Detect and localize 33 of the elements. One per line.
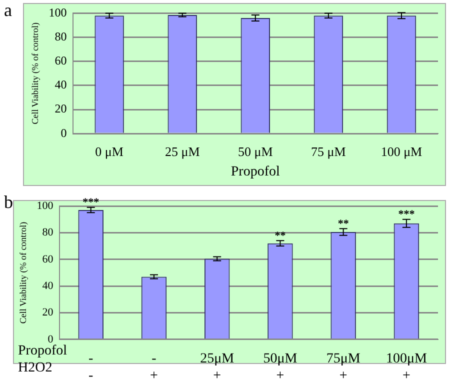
x-tick-label: 0 μM <box>95 144 124 159</box>
x-tick-label: - + <box>150 351 158 384</box>
y-tick-label: 40 <box>42 280 54 292</box>
annotation: *** <box>398 208 416 221</box>
y-tick-label: 100 <box>36 200 54 212</box>
x-tick-label: 75μM + <box>326 351 361 384</box>
y-tick-label: 0 <box>48 333 54 346</box>
x-axis-title: Propofol H2O2 <box>18 343 68 376</box>
annotation: *** <box>82 196 100 209</box>
y-tick-label: 100 <box>48 5 67 20</box>
x-tick-label: 50μM + <box>263 351 298 384</box>
annotation: ** <box>274 230 286 242</box>
x-tick-label: 100μM + <box>386 351 428 384</box>
y-tick-label: 60 <box>42 253 54 266</box>
x-axis-title: Propofol <box>230 164 280 180</box>
x-tick-label: 50 μM <box>238 144 274 159</box>
chart-title: a <box>4 0 12 21</box>
x-tick-label: 25μM + <box>200 351 235 384</box>
y-axis-title: Cell Viability (% of control) <box>30 22 40 124</box>
x-tick-label: 25 μM <box>164 144 200 159</box>
y-tick-label: 60 <box>54 54 67 68</box>
y-tick-label: 20 <box>42 306 54 319</box>
y-axis-title: Cell Viability (% of control) <box>18 222 28 324</box>
y-tick-label: 40 <box>54 78 67 92</box>
chart-title: b <box>4 192 13 213</box>
y-tick-label: 0 <box>60 126 67 140</box>
y-tick-label: 20 <box>54 102 67 116</box>
x-tick-label: 75 μM <box>311 144 346 159</box>
x-tick-label: - - <box>88 351 94 384</box>
annotation: ** <box>338 218 350 230</box>
x-tick-label: 100 μM <box>380 144 423 159</box>
y-tick-label: 80 <box>54 29 67 44</box>
y-tick-label: 80 <box>42 226 54 239</box>
